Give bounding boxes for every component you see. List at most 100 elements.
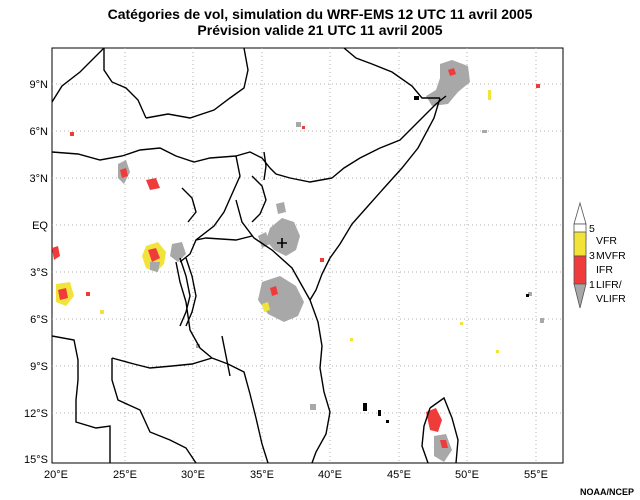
ifr-area [52, 246, 60, 260]
coast-somalia-kenya [309, 97, 441, 301]
vlifr-area [258, 232, 270, 248]
comoros-island [378, 410, 381, 416]
coast-tanzania-mozambique [309, 299, 331, 463]
ifr-area [440, 440, 448, 448]
lat-label: 12°S [24, 408, 48, 420]
lake-malawi [221, 335, 231, 377]
ifr-speck [86, 292, 90, 296]
border-sudan-south [145, 48, 249, 119]
vlifr-area-ethiopia-north [426, 60, 470, 106]
lon-label: 35°E [250, 469, 274, 481]
vfr-speck [460, 322, 463, 325]
border-tanganyika [175, 261, 213, 359]
credit-label: NOAA/NCEP [579, 487, 634, 497]
madagascar-east [429, 396, 459, 463]
lon-label: 40°E [318, 469, 342, 481]
coast-gulf-aden [343, 48, 440, 99]
ifr-area [146, 178, 160, 190]
map-title: Catégories de vol, simulation du WRF-EMS… [107, 6, 533, 22]
vfr-speck [100, 310, 104, 314]
political-borders [52, 48, 459, 463]
lon-label: 50°E [455, 469, 479, 481]
vfr-speck [350, 338, 353, 341]
nile-outline [263, 151, 267, 181]
lon-label: 20°E [44, 469, 68, 481]
lon-label: 30°E [181, 469, 205, 481]
ifr-area [148, 248, 160, 262]
lat-label: 6°N [30, 126, 49, 138]
lat-label: 9°S [30, 361, 48, 373]
vlifr-area [150, 262, 160, 272]
socotra [414, 96, 419, 100]
vlifr-speck [196, 344, 200, 348]
legend-label-ifr: IFR [596, 264, 613, 276]
border-kenya-uganda [251, 175, 267, 223]
vfr-speck [496, 350, 499, 353]
border-ethiopia-somalia [331, 95, 447, 179]
legend-code-5: 5 [589, 223, 595, 235]
map-frame [51, 47, 564, 464]
latitude-labels: 9°N 6°N 3°N EQ 3°S 6°S 9°S 12°S 15°S [24, 79, 48, 466]
lat-label: 15°S [24, 454, 48, 466]
legend-top-arrow [573, 201, 587, 225]
nairobi-marker [277, 238, 287, 248]
longitude-labels: 20°E 25°E 30°E 35°E 40°E 45°E 50°E 55°E [44, 469, 548, 481]
vfr-speck [488, 90, 491, 100]
lon-label: 45°E [387, 469, 411, 481]
ifr-area [58, 288, 68, 300]
islands [363, 96, 529, 423]
legend-label-vlifr: VLIFR [596, 293, 626, 305]
legend-code-1: 1 [589, 279, 595, 291]
map-subtitle: Prévision valide 21 UTC 11 avril 2005 [197, 22, 443, 38]
vlifr-area-kenya [266, 218, 300, 256]
ifr-area [270, 286, 278, 296]
border-car-sudan [103, 48, 147, 119]
vlifr-area [170, 242, 186, 262]
seychelles [526, 294, 529, 297]
border-car-drc [52, 147, 237, 163]
vlifr-area [276, 202, 286, 214]
vlifr-area-tanzania [258, 276, 304, 322]
lake-tanganyika-w [179, 257, 191, 327]
ifr-area-madagascar [426, 408, 442, 432]
lake-tanganyika-e [185, 257, 197, 327]
lon-label: 25°E [113, 469, 137, 481]
border-south-sudan [235, 151, 333, 183]
legend-code-3: 3 [589, 250, 595, 262]
border-kenya-tanzania [235, 199, 311, 301]
lat-label: EQ [32, 220, 48, 232]
ifr-speck [536, 84, 540, 88]
legend-label-vfr: VFR [596, 235, 617, 247]
vlifr-speck [540, 318, 544, 323]
legend-colorbar: 5 VFR 3 MVFR IFR 1 LIFR/ VLIFR [573, 201, 626, 309]
border-zambia-drc [111, 357, 213, 369]
lat-label: 6°S [30, 314, 48, 326]
legend-swatch-ifr [573, 255, 587, 285]
ifr-speck [70, 132, 74, 136]
madagascar-west [421, 407, 431, 463]
legend-label-mvfr: MVFR [596, 250, 626, 262]
ifr-area [448, 68, 456, 76]
vlifr-speck [482, 130, 487, 133]
comoros-island [363, 403, 367, 411]
vlifr-speck [296, 122, 301, 127]
lat-label: 9°N [30, 79, 49, 91]
lat-label: 3°S [30, 267, 48, 279]
border-uganda-drc [179, 155, 241, 263]
ifr-speck [320, 258, 324, 262]
lon-label: 55°E [524, 469, 548, 481]
lat-label: 3°N [30, 173, 49, 185]
border-zambia-south [111, 358, 197, 463]
border-lake-victoria [195, 235, 253, 241]
island [386, 420, 389, 423]
vlifr-speck [528, 292, 532, 296]
lake-albert [181, 187, 197, 223]
legend-swatch-lifr [573, 283, 587, 309]
legend-label-lifr: LIFR/ [596, 279, 622, 291]
ifr-speck [302, 126, 305, 129]
vlifr-speck [310, 404, 316, 410]
flight-category-patches [52, 60, 544, 462]
vfr-area [262, 302, 270, 312]
ifr-area [120, 168, 128, 178]
